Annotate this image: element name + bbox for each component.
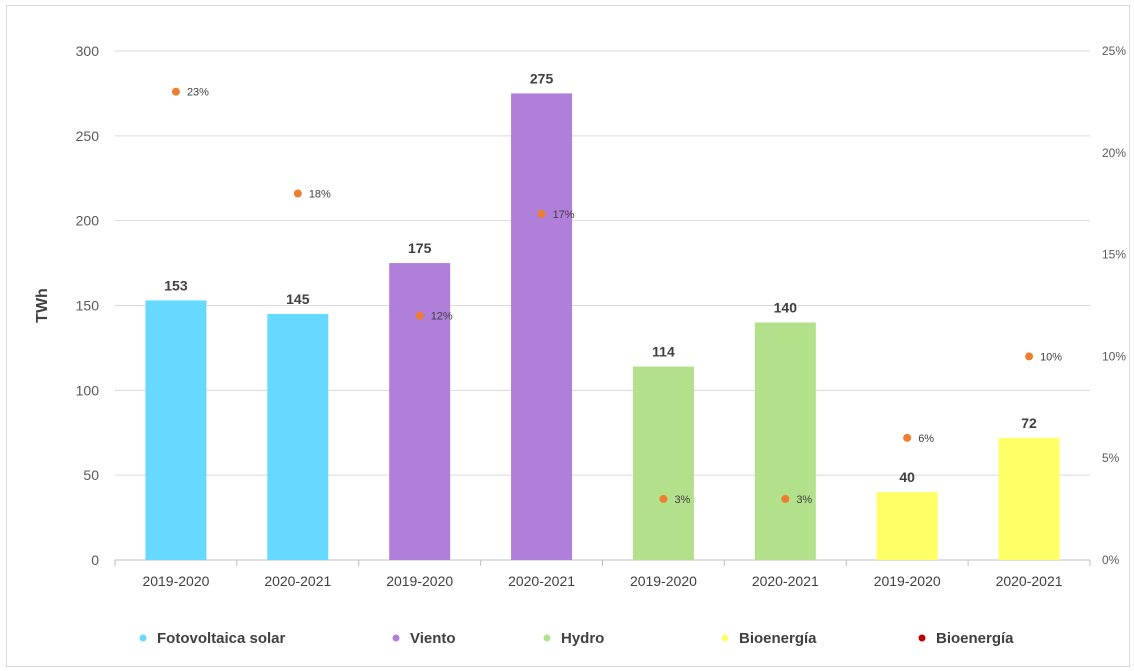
- bar-series: 153 145 175 275 114 140 40 72: [145, 70, 1060, 561]
- bar: [145, 300, 207, 560]
- bar-data-label: 275: [530, 70, 554, 86]
- percent-point: [903, 433, 912, 442]
- bar-data-label: 145: [286, 291, 310, 307]
- percent-data-label: 12%: [431, 311, 453, 323]
- gridlines: [115, 50, 1090, 561]
- y2-tick-label: 0%: [1102, 553, 1120, 567]
- bar-data-label: 175: [408, 240, 432, 256]
- bar-data-label: 114: [652, 344, 675, 360]
- legend-label: Viento: [410, 630, 456, 647]
- legend-label: Hydro: [561, 630, 604, 647]
- x-tick-label: 2019-2020: [874, 573, 941, 589]
- x-tick-label: 2019-2020: [630, 573, 697, 589]
- x-tick-label: 2020-2021: [996, 573, 1063, 589]
- percent-point: [1025, 352, 1034, 361]
- legend-label: Bioenergía: [936, 630, 1014, 647]
- y-tick-label: 300: [76, 43, 100, 59]
- bar: [632, 366, 694, 560]
- y-tick-label: 250: [76, 128, 100, 144]
- legend-marker: [918, 634, 926, 642]
- legend: Fotovoltaica solar Viento Hydro Bioenergía B…: [139, 630, 1014, 647]
- percent-point: [659, 494, 668, 503]
- y2-tick-label: 5%: [1102, 451, 1120, 465]
- bar: [511, 93, 573, 561]
- y2-tick-label: 10%: [1102, 349, 1126, 363]
- bar: [389, 263, 451, 560]
- y2-tick-label: 25%: [1102, 44, 1126, 58]
- bar: [267, 313, 329, 560]
- percent-point: [293, 189, 302, 198]
- y-tick-label: 200: [76, 213, 100, 229]
- legend-marker: [543, 634, 551, 642]
- bar-data-label: 40: [899, 469, 915, 485]
- x-tick-label: 2019-2020: [142, 573, 209, 589]
- percent-data-label: 23%: [187, 87, 209, 99]
- y-axis-right: 0% 5% 10% 15% 20% 25%: [1102, 44, 1126, 567]
- percent-point: [537, 209, 546, 218]
- x-tick-label: 2019-2020: [386, 573, 453, 589]
- percent-data-label: 6%: [918, 433, 934, 445]
- bar: [876, 492, 938, 560]
- percent-data-label: 17%: [553, 209, 575, 221]
- x-tick-label: 2020-2021: [508, 573, 575, 589]
- percent-data-label: 3%: [796, 494, 812, 506]
- y2-tick-label: 15%: [1102, 248, 1126, 262]
- percent-point: [415, 311, 424, 320]
- bar: [998, 437, 1060, 560]
- y-tick-label: 50: [83, 467, 99, 483]
- y2-tick-label: 20%: [1102, 146, 1126, 160]
- y-tick-label: 0: [91, 552, 99, 568]
- x-axis: 2019-2020 2020-2021 2019-2020 2020-2021 2019…: [114, 560, 1091, 589]
- x-tick-label: 2020-2021: [752, 573, 819, 589]
- legend-marker: [721, 634, 729, 642]
- bar: [754, 322, 816, 560]
- x-tick-label: 2020-2021: [264, 573, 331, 589]
- legend-label: Fotovoltaica solar: [157, 630, 286, 647]
- bar-data-label: 153: [164, 277, 188, 293]
- percent-data-label: 18%: [309, 189, 331, 201]
- percent-data-label: 10%: [1040, 351, 1062, 363]
- y-tick-label: 100: [76, 382, 100, 398]
- percent-point: [781, 494, 790, 503]
- percent-data-label: 3%: [674, 494, 690, 506]
- y-axis-label: TWh: [34, 288, 51, 323]
- legend-label: Bioenergía: [739, 630, 817, 647]
- y-tick-label: 150: [76, 298, 100, 314]
- percent-point: [171, 87, 180, 96]
- bar-data-label: 72: [1021, 415, 1037, 431]
- y-axis-left: 0 50 100 150 200 250 300: [76, 43, 100, 568]
- percent-series: 23% 18% 12% 17% 3% 3% 6% 10%: [171, 87, 1062, 506]
- legend-marker: [139, 634, 147, 642]
- bar-data-label: 140: [774, 299, 798, 315]
- legend-marker: [392, 634, 400, 642]
